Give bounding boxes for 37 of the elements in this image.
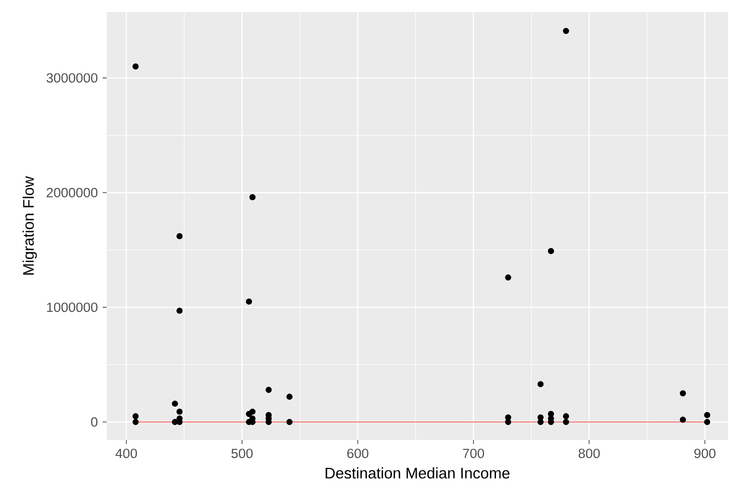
point xyxy=(286,394,293,400)
point xyxy=(562,28,570,34)
y-tick-label: 0 xyxy=(91,417,98,427)
point xyxy=(249,194,256,200)
point xyxy=(176,308,183,314)
x-axis-title: Destination Median Income xyxy=(326,467,510,479)
point xyxy=(249,408,256,415)
x-tick-label: 400 xyxy=(116,448,137,458)
x-tick-label: 900 xyxy=(694,448,716,458)
y-tick-label: 1000000 xyxy=(47,302,98,312)
point xyxy=(562,413,570,420)
x-tick-label: 700 xyxy=(463,448,484,458)
x-tick-label: 600 xyxy=(347,448,368,458)
point xyxy=(680,390,686,396)
point xyxy=(132,413,139,420)
y-axis-title: Migration Flow xyxy=(22,176,37,275)
point xyxy=(562,418,570,426)
point xyxy=(132,418,139,426)
point xyxy=(505,274,512,281)
point xyxy=(246,298,252,305)
point xyxy=(286,418,293,426)
point xyxy=(132,63,139,70)
y-tick-label: 3000000 xyxy=(46,73,98,83)
point xyxy=(537,418,544,426)
point xyxy=(172,400,178,407)
y-tick-label: 2000000 xyxy=(46,188,98,198)
x-tick-label: 500 xyxy=(231,448,253,458)
x-tick-label: 800 xyxy=(578,448,600,458)
point xyxy=(680,416,686,423)
point xyxy=(505,418,512,426)
point xyxy=(537,381,544,388)
point xyxy=(266,386,272,393)
point xyxy=(548,248,554,254)
point xyxy=(704,412,710,418)
point xyxy=(176,233,183,240)
point xyxy=(704,418,710,426)
point xyxy=(176,408,183,415)
